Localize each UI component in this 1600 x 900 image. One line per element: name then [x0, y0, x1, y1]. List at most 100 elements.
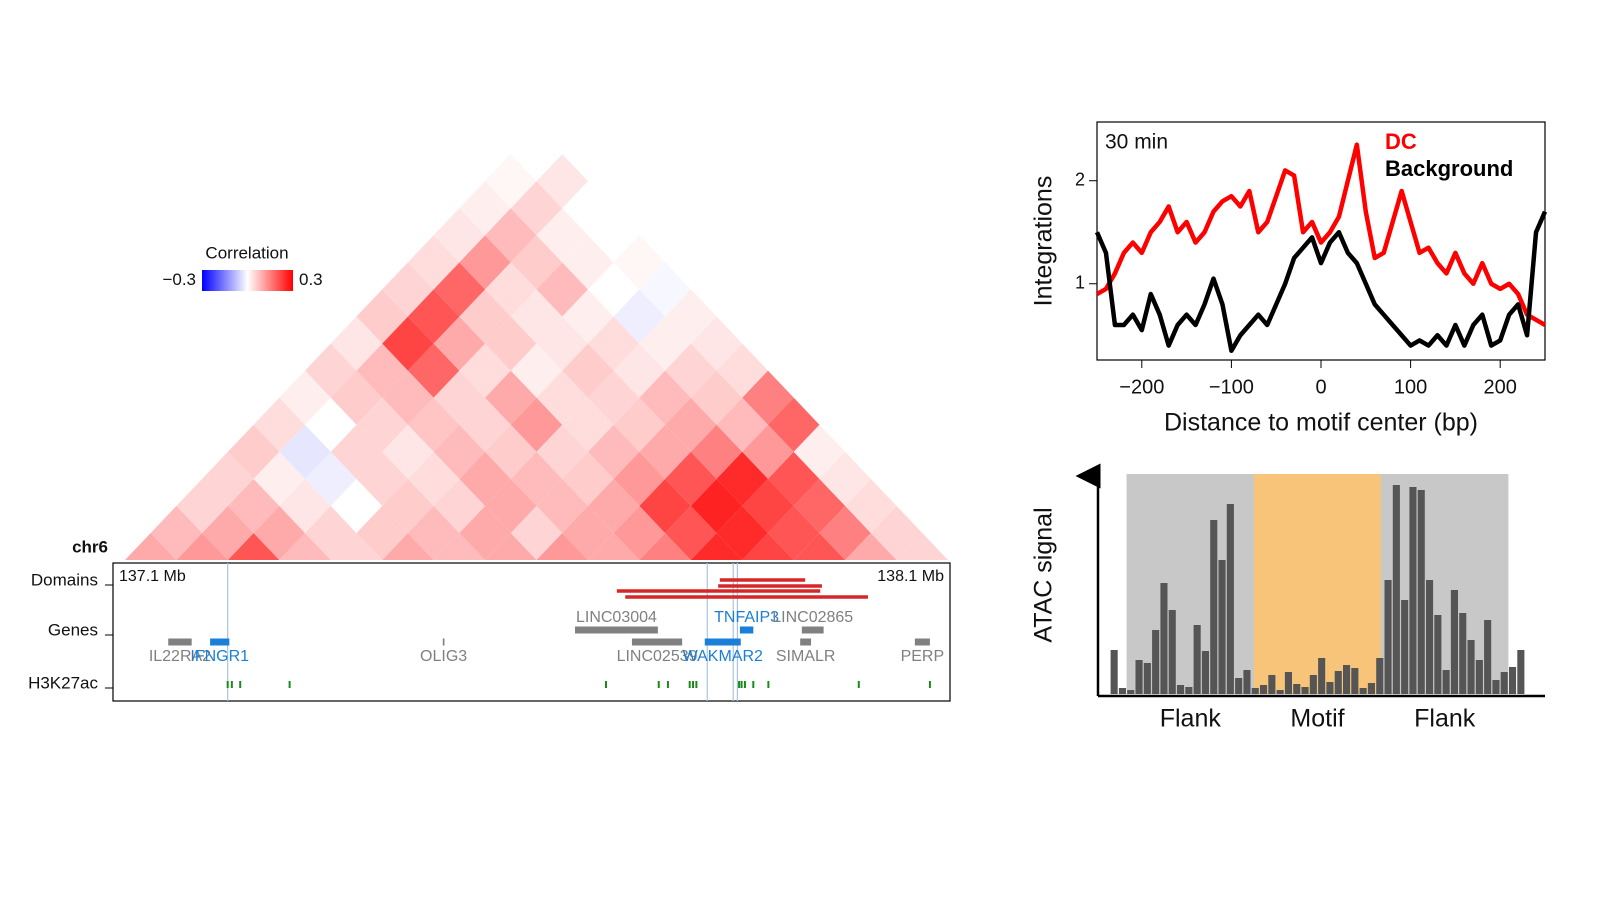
- bar: [1235, 678, 1243, 694]
- x-tick-label: 100: [1394, 376, 1427, 398]
- bar: [1467, 640, 1475, 694]
- track-label: Domains: [31, 570, 98, 589]
- gene-label: WAKMAR2: [683, 648, 763, 665]
- heatmap-cell: [125, 532, 177, 560]
- y-axis-label: Integrations: [1030, 176, 1058, 307]
- gene: [575, 626, 658, 634]
- legend-entry: DC: [1385, 129, 1417, 154]
- bar: [1251, 688, 1259, 694]
- gene-label: IFNGR1: [190, 648, 249, 665]
- heatmap: [125, 127, 948, 560]
- colorbar-tick-label: 0.3: [299, 270, 323, 289]
- bar: [1343, 665, 1351, 694]
- track-frame: [112, 562, 951, 702]
- bar: [1434, 615, 1442, 694]
- gene: [210, 638, 230, 646]
- bar: [1384, 580, 1392, 694]
- bar: [1492, 680, 1500, 694]
- y-tick-label: 2: [1075, 169, 1085, 189]
- bar: [1168, 610, 1176, 694]
- bar: [1500, 672, 1508, 694]
- heatmap-cell: [845, 532, 897, 560]
- x-axis-label: Distance to motif center (bp): [1164, 409, 1478, 437]
- colorbar-tick-label: −0.3: [162, 270, 196, 289]
- gene: [801, 626, 824, 634]
- heatmap-cell: [433, 532, 486, 560]
- y-axis-label: ATAC signal: [1030, 507, 1058, 642]
- chromosome-label: chr6: [72, 537, 108, 556]
- gene-label: SIMALR: [776, 648, 836, 665]
- gene: [442, 638, 445, 646]
- heatmap-cell: [485, 532, 537, 560]
- series-line: [1095, 142, 1547, 327]
- colorbar: [202, 270, 293, 291]
- bar: [1401, 600, 1409, 694]
- bar: [1517, 650, 1525, 694]
- bar: [1118, 688, 1126, 694]
- heatmap-cell: [587, 532, 640, 560]
- bar: [1459, 613, 1467, 694]
- track-label: H3K27ac: [28, 673, 98, 692]
- legend-entry: Background: [1385, 156, 1513, 181]
- heatmap-cell: [382, 532, 434, 560]
- bar: [1284, 672, 1292, 694]
- bar: [1276, 690, 1284, 694]
- bar: [1326, 682, 1334, 694]
- bar: [1376, 658, 1384, 694]
- gene-label: LINC02539: [617, 648, 698, 665]
- bar: [1243, 670, 1251, 694]
- gene-label: PERP: [901, 648, 945, 665]
- bar: [1110, 650, 1118, 694]
- gene-label: LINC02865: [772, 609, 853, 626]
- gene-label: TNFAIP3: [714, 609, 779, 626]
- bar: [1143, 663, 1151, 694]
- bar: [1442, 670, 1450, 694]
- gene-label: LINC03004: [576, 609, 657, 626]
- y-tick-label: 1: [1075, 273, 1085, 293]
- x-tick-label: −100: [1209, 376, 1254, 398]
- gene-label: OLIG3: [420, 648, 467, 665]
- end-label: 138.1 Mb: [877, 568, 944, 585]
- bar: [1309, 675, 1317, 694]
- heatmap-cell: [279, 532, 331, 560]
- bar: [1160, 583, 1168, 694]
- x-tick-label: −200: [1119, 376, 1164, 398]
- bar: [1127, 690, 1135, 694]
- bar: [1177, 685, 1185, 694]
- track-label: Genes: [48, 620, 98, 639]
- bar: [1367, 683, 1375, 694]
- bar: [1268, 675, 1276, 694]
- region: [1126, 474, 1255, 694]
- gene: [800, 638, 812, 646]
- bar: [1409, 487, 1417, 694]
- bar: [1509, 667, 1517, 694]
- gene: [704, 638, 741, 646]
- gene: [168, 638, 192, 646]
- bar: [1417, 490, 1425, 694]
- heatmap-cell: [742, 532, 794, 560]
- region: [1254, 474, 1381, 694]
- bar: [1293, 684, 1301, 694]
- bar: [1475, 660, 1483, 694]
- bar: [1210, 520, 1218, 694]
- bar: [1260, 685, 1268, 694]
- bar: [1185, 687, 1193, 694]
- heatmap-cell: [510, 127, 563, 182]
- gene: [739, 626, 754, 634]
- heatmap-cell: [639, 532, 691, 560]
- region-label: Motif: [1290, 705, 1344, 733]
- gene-label: IL22RA2: [149, 648, 211, 665]
- x-tick-label: 200: [1484, 376, 1517, 398]
- gene: [914, 638, 930, 646]
- region-label: Flank: [1160, 705, 1222, 733]
- bar: [1359, 688, 1367, 694]
- heatmap-cell: [227, 532, 280, 560]
- bar: [1426, 580, 1434, 694]
- bar: [1484, 620, 1492, 694]
- bar: [1450, 590, 1458, 694]
- panel-title: 30 min: [1105, 131, 1168, 154]
- x-tick-label: 0: [1315, 376, 1326, 398]
- bar: [1351, 668, 1359, 694]
